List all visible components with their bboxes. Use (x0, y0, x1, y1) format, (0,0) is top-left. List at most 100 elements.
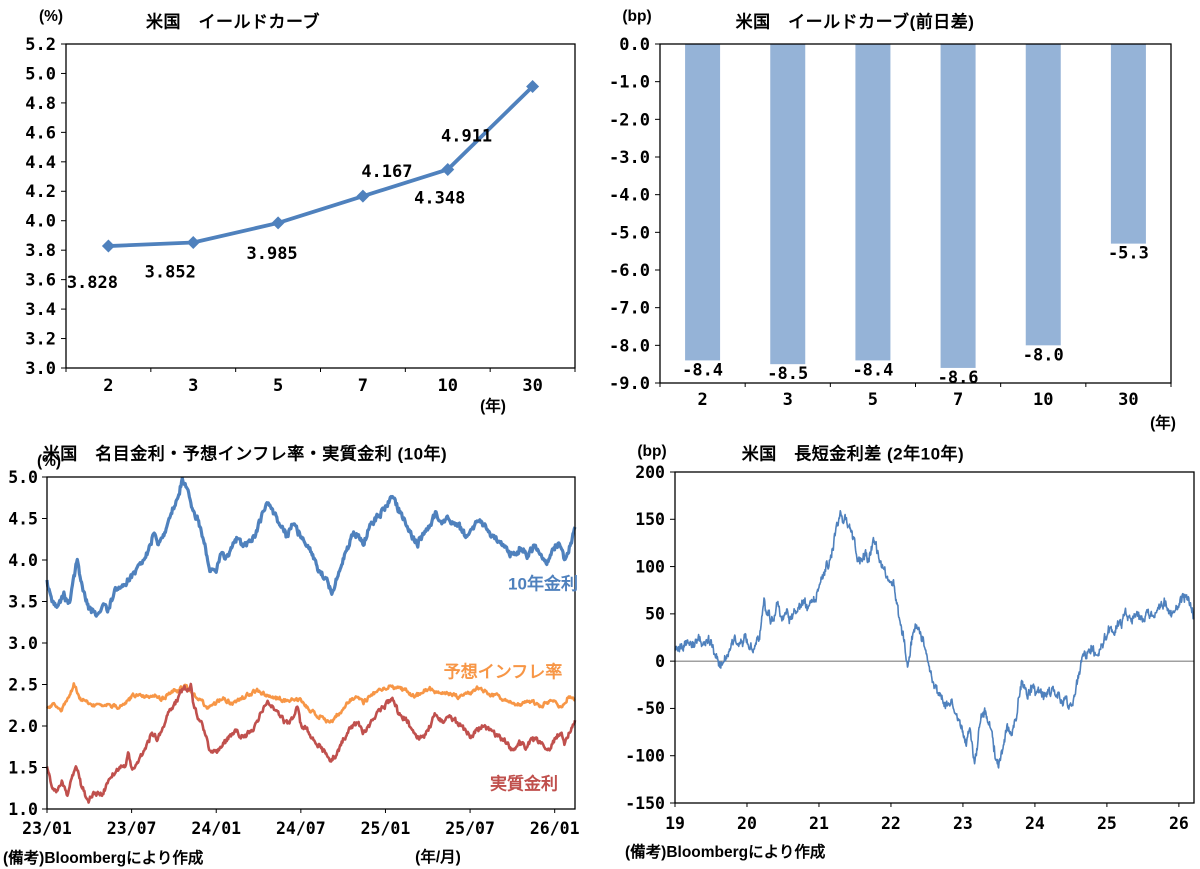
y-tick-label: -50 (635, 699, 665, 718)
chart3-source-note: (備考)Bloombergにより作成 (3, 850, 204, 867)
y-tick-label: -3.0 (609, 148, 650, 168)
plot-area-3 (675, 472, 1194, 803)
x-tick-label: 23/07 (107, 819, 157, 838)
y-tick-label: 2.0 (8, 717, 38, 736)
chart3-y-unit-label: (%) (36, 453, 62, 470)
bar-value-label: -8.0 (1023, 345, 1064, 365)
series-line-0 (45, 476, 577, 618)
bar-value-label: -5.3 (1108, 244, 1149, 264)
x-tick-label: 23/01 (22, 819, 72, 838)
point-value-label: 3.985 (246, 244, 297, 264)
bar-30y (1110, 44, 1146, 244)
point-value-label: 4.348 (414, 188, 465, 208)
y-tick-label: 4.8 (25, 94, 56, 114)
y-tick-label: 4.6 (25, 123, 56, 143)
y-tick-label: -9.0 (609, 374, 650, 394)
chart1-title: 米国 イールドカーブ (146, 12, 320, 32)
chart4-source-note: (備考)Bloombergにより作成 (625, 844, 826, 861)
diamond-marker (441, 162, 455, 176)
bar-2y (685, 44, 721, 361)
y-tick-label: 4.4 (25, 153, 56, 173)
y-tick-label: 4.2 (25, 182, 56, 202)
x-tick-label: 24/01 (191, 819, 241, 838)
plot-border-0 (65, 43, 576, 369)
x-tick-label: 24/07 (276, 819, 326, 838)
chart2-title: 米国 イールドカーブ(前日差) (735, 12, 975, 32)
chart1-y-unit-label: (%) (38, 8, 64, 25)
x-tick-label: 25/01 (361, 819, 411, 838)
legend-real-rate: 実質金利 (490, 774, 558, 794)
y-tick-label: 200 (635, 463, 665, 482)
chart3-x-unit-label: (年/月) (415, 849, 461, 866)
y-tick-label: 1.0 (8, 800, 38, 819)
x-tick-label: 26 (1169, 814, 1189, 833)
chart2-y-unit-label: (bp) (622, 8, 652, 25)
y-tick-label: -2.0 (609, 110, 650, 130)
x-tick-label: 24 (1025, 814, 1045, 833)
y-tick-label: 5.0 (25, 64, 56, 84)
x-tick-label: 25 (1097, 814, 1117, 833)
x-tick-label: 21 (809, 814, 829, 833)
chart4-y-unit-label: (bp) (637, 443, 667, 460)
x-tick-label: 3 (783, 390, 793, 410)
bar-value-label: -8.6 (938, 368, 979, 388)
bar-10y (1025, 44, 1061, 346)
y-tick-label: -8.0 (609, 336, 650, 356)
y-tick-label: -4.0 (609, 186, 650, 206)
y-tick-label: 100 (635, 557, 665, 576)
bar-3y (770, 44, 806, 365)
point-value-label: 3.828 (67, 273, 118, 293)
y-tick-label: 150 (635, 510, 665, 529)
y-tick-label: -100 (625, 746, 665, 765)
y-tick-label: 3.2 (25, 329, 56, 349)
bar-value-label: -8.5 (767, 364, 808, 384)
y-tick-label: -7.0 (609, 299, 650, 319)
x-tick-label: 10 (1033, 390, 1053, 410)
y-tick-label: 50 (645, 605, 665, 624)
yield-curve-line (108, 85, 534, 248)
y-tick-label: 4.0 (25, 212, 56, 232)
chart2-x-unit-label: (年) (1150, 415, 1176, 432)
y-tick-label: -6.0 (609, 261, 650, 281)
y-tick-label: 3.5 (8, 592, 38, 611)
series-line-1 (45, 682, 576, 724)
x-tick-label: 7 (953, 390, 963, 410)
diamond-marker (101, 239, 115, 253)
y-tick-label: 3.0 (8, 634, 38, 653)
series-line-0 (674, 509, 1195, 769)
x-tick-label: 10 (438, 376, 458, 396)
chart4-title: 米国 長短金利差 (2年10年) (741, 444, 965, 464)
plot-border-3 (674, 471, 1195, 804)
x-tick-label: 30 (522, 376, 542, 396)
x-tick-label: 20 (737, 814, 757, 833)
y-tick-label: 0 (655, 652, 665, 671)
x-tick-label: 3 (188, 376, 198, 396)
y-tick-label: -1.0 (609, 73, 650, 93)
point-value-label: 4.911 (441, 127, 492, 147)
point-value-label: 4.167 (361, 162, 412, 182)
point-value-label: 3.852 (145, 262, 196, 282)
y-tick-label: 3.6 (25, 271, 56, 291)
y-tick-label: -5.0 (609, 223, 650, 243)
series-line-2 (45, 682, 577, 804)
x-tick-label: 5 (273, 376, 283, 396)
x-tick-label: 7 (358, 376, 368, 396)
y-tick-label: 4.5 (8, 509, 38, 528)
y-tick-label: 1.5 (8, 758, 38, 777)
legend-breakeven-inflation: 予想インフレ率 (443, 662, 563, 682)
x-tick-label: 19 (665, 814, 685, 833)
x-tick-label: 5 (868, 390, 878, 410)
plot-area-1 (660, 44, 1171, 383)
y-tick-label: 4.0 (8, 551, 38, 570)
bar-5y (855, 44, 891, 361)
x-tick-label: 2 (697, 390, 707, 410)
y-tick-label: 3.4 (25, 300, 56, 320)
x-tick-label: 25/07 (445, 819, 495, 838)
x-tick-label: 23 (953, 814, 973, 833)
y-tick-label: 3.0 (25, 359, 56, 379)
y-tick-label: 2.5 (8, 675, 38, 694)
plot-area-0 (66, 44, 575, 368)
diamond-marker (271, 216, 285, 230)
y-tick-label: -150 (625, 794, 665, 813)
